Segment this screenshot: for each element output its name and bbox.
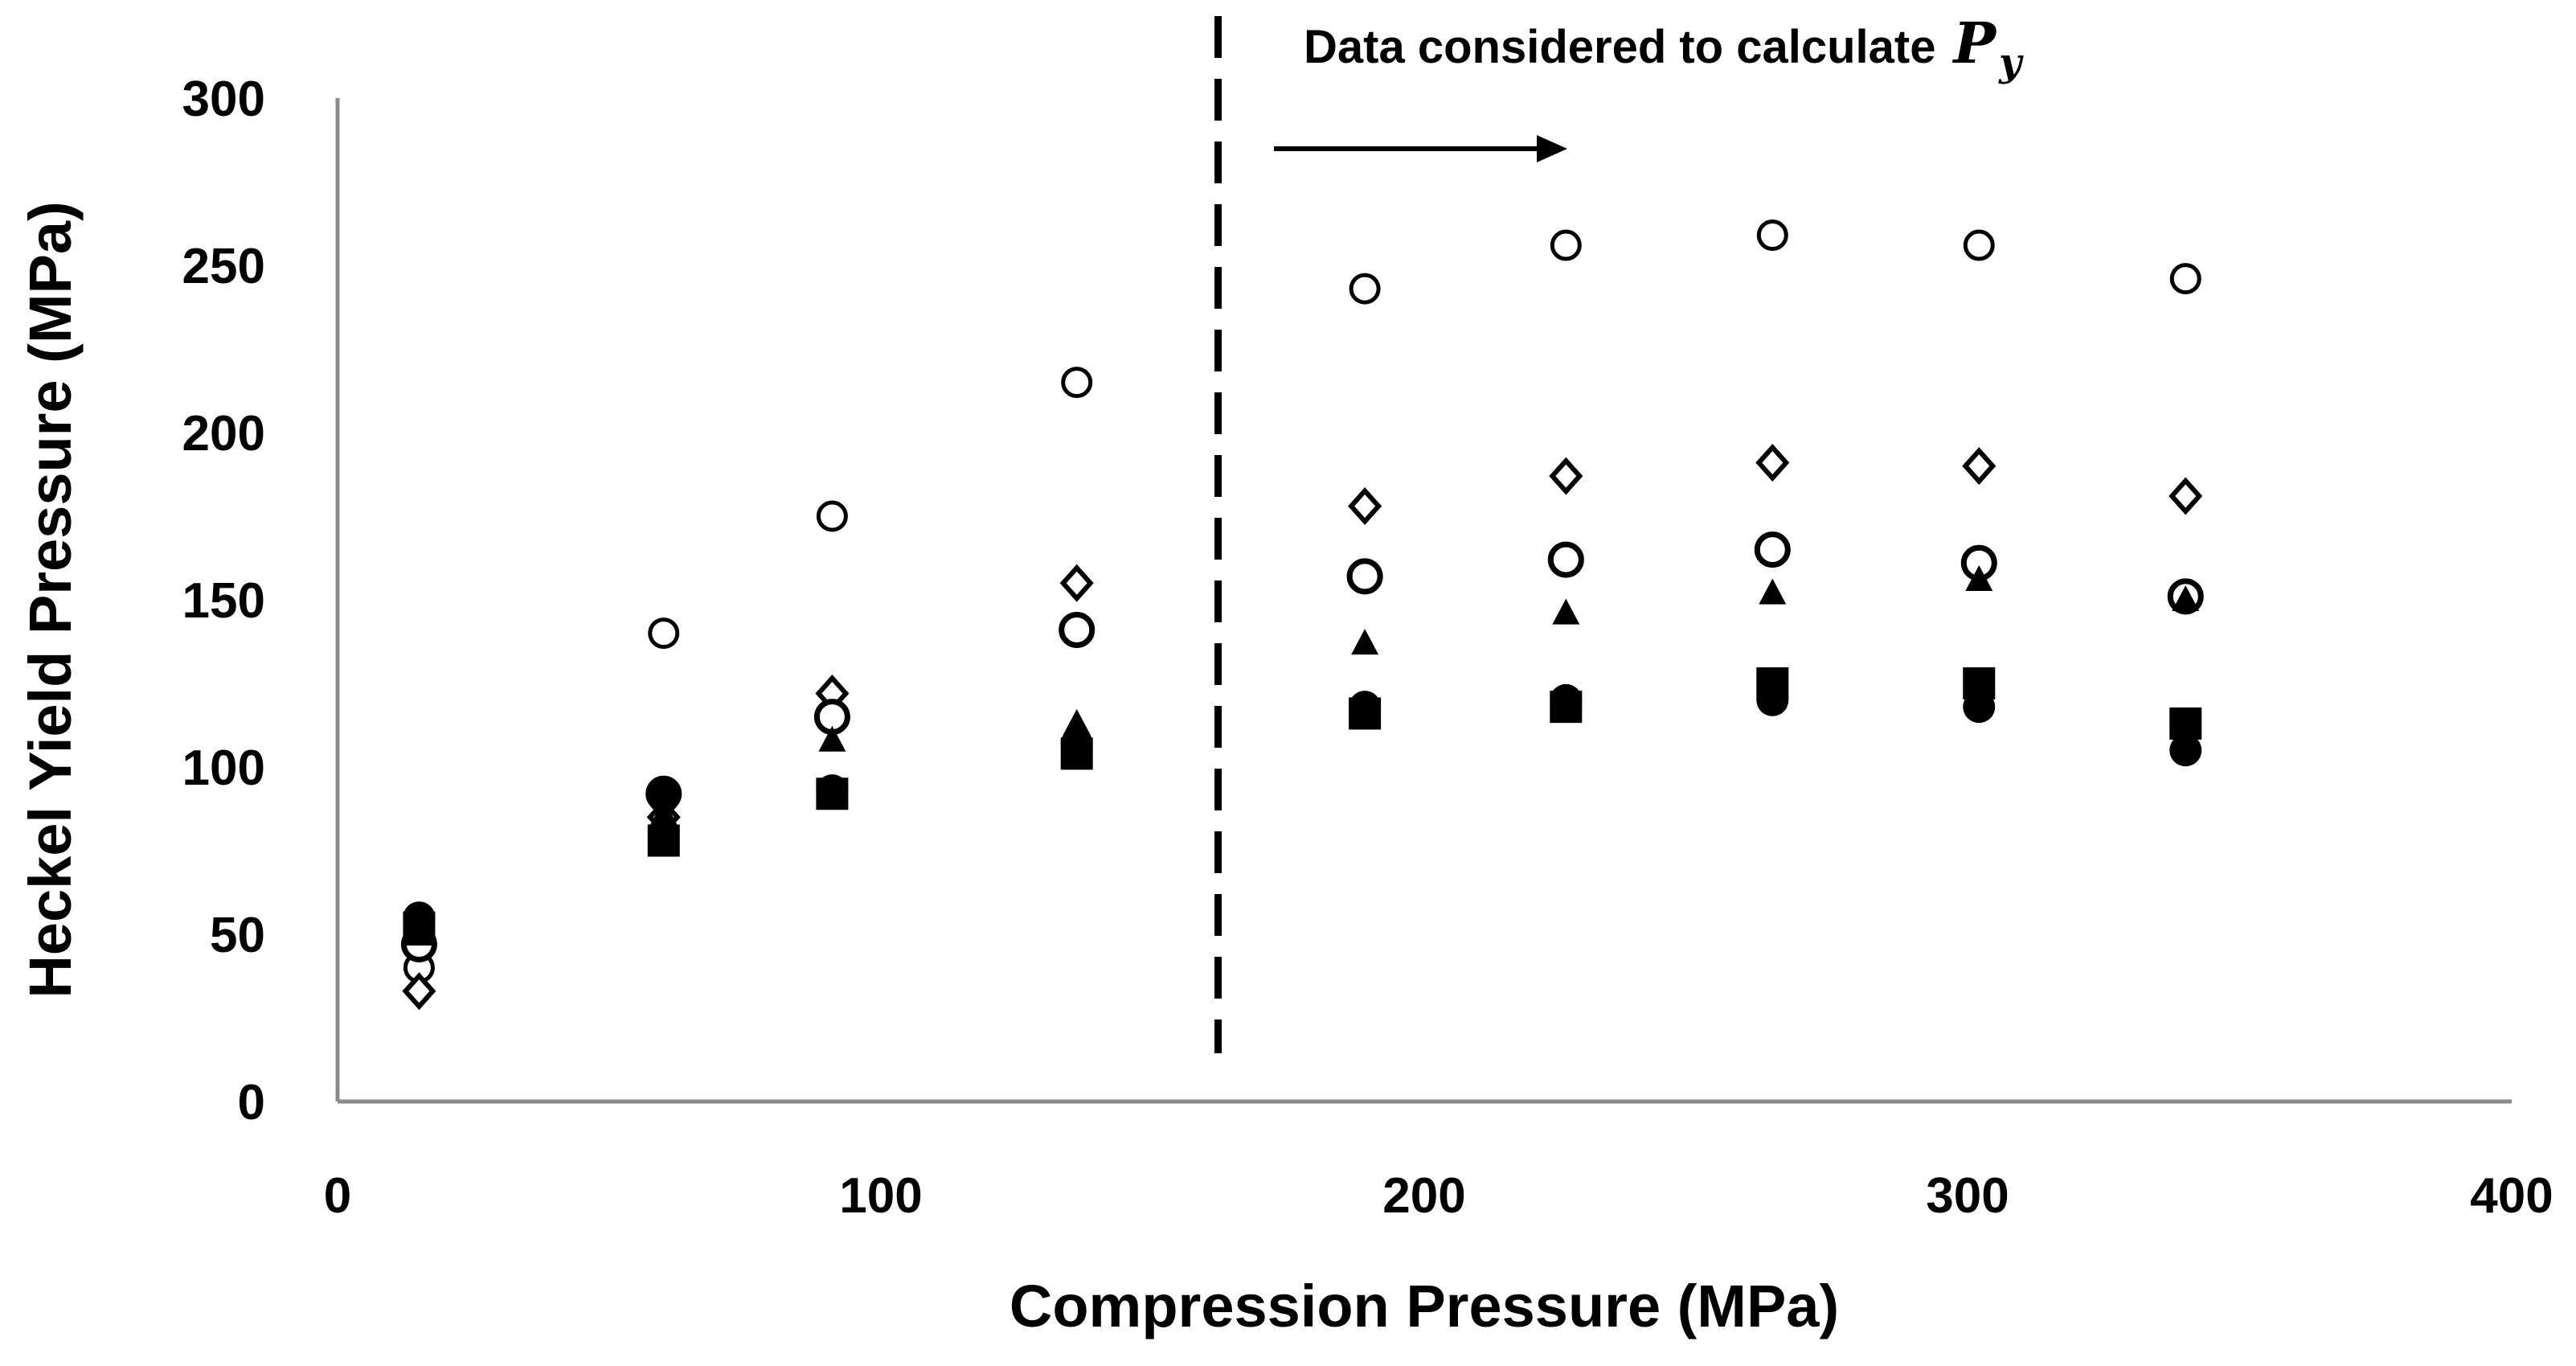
- data-point-open-circle-large: [1963, 229, 1995, 261]
- x-tick-label: 400: [2470, 1168, 2553, 1224]
- data-point-filled-square: [1550, 691, 1583, 724]
- axes: [335, 98, 2512, 1104]
- data-point-open-circle-large: [1349, 273, 1381, 305]
- data-point-filled-triangle: [818, 725, 846, 752]
- y-tick-label: 200: [182, 406, 265, 461]
- data-point-filled-square: [816, 777, 849, 810]
- y-tick-label: 50: [210, 908, 265, 963]
- data-points: [400, 219, 2204, 1011]
- x-tick-label: 300: [1926, 1168, 2009, 1224]
- annotation: Data considered to calculate P y: [1274, 10, 2024, 162]
- data-point-filled-triangle: [1552, 598, 1580, 625]
- series-open-circle-bold: [400, 531, 2204, 962]
- data-point-filled-triangle: [1965, 565, 1993, 592]
- data-point-open-diamond: [1549, 457, 1583, 495]
- annotation-arrow-head: [1537, 135, 1567, 162]
- data-point-filled-triangle: [1063, 708, 1091, 735]
- data-point-open-circle-large: [648, 617, 680, 650]
- y-tick-label: 250: [182, 239, 265, 294]
- data-point-open-circle-large: [1061, 367, 1093, 399]
- data-point-filled-square: [1349, 697, 1382, 730]
- data-point-open-circle-large: [1550, 229, 1582, 261]
- data-point-open-circle-bold: [1346, 558, 1383, 595]
- y-tick-labels: 0 50 100 150 200 250 300: [182, 72, 265, 1130]
- data-point-filled-square: [2169, 707, 2202, 740]
- data-point-open-circle-bold: [1754, 531, 1791, 568]
- data-point-open-circle-large: [1756, 219, 1788, 252]
- y-tick-label: 300: [182, 72, 265, 127]
- data-point-open-diamond: [1755, 443, 1790, 482]
- annotation-label: Data considered to calculate: [1304, 21, 1935, 73]
- y-tick-label: 0: [238, 1075, 265, 1130]
- data-point-open-circle-bold: [1059, 611, 1096, 648]
- annotation-symbol: P: [1951, 10, 1997, 76]
- data-point-open-circle-large: [2169, 263, 2201, 295]
- y-tick-label: 100: [182, 740, 265, 796]
- series-filled-square: [403, 667, 2202, 944]
- annotation-subscript: y: [1998, 40, 2024, 85]
- series-open-circle-large: [403, 219, 2201, 984]
- series-open-diamond: [402, 443, 2203, 1011]
- data-point-filled-square: [647, 824, 680, 857]
- series-filled-circle: [403, 683, 2202, 934]
- x-tick-label: 0: [324, 1168, 351, 1224]
- x-axis-title: Compression Pressure (MPa): [1010, 1273, 1839, 1339]
- data-point-open-diamond: [2169, 477, 2203, 515]
- data-point-filled-square: [403, 911, 436, 944]
- annotation-text: Data considered to calculate P y: [1304, 10, 2024, 85]
- data-point-open-diamond: [1962, 447, 1997, 486]
- x-tick-label: 200: [1382, 1168, 1465, 1224]
- data-point-filled-square: [1963, 667, 1996, 699]
- data-point-open-diamond: [1059, 564, 1094, 602]
- data-point-open-circle-large: [816, 500, 848, 532]
- y-axis-title: Heckel Yield Pressure (MPa): [17, 201, 84, 998]
- data-point-filled-triangle: [1351, 629, 1379, 655]
- data-point-filled-circle: [647, 781, 680, 814]
- data-point-filled-square: [1060, 737, 1093, 770]
- x-tick-label: 100: [839, 1168, 922, 1224]
- data-point-filled-triangle: [2172, 585, 2200, 611]
- data-point-filled-square: [1756, 667, 1789, 699]
- data-point-open-diamond: [1348, 487, 1382, 526]
- data-point-open-circle-bold: [1547, 541, 1584, 578]
- y-tick-label: 150: [182, 573, 265, 629]
- data-point-open-diamond: [402, 972, 436, 1011]
- data-point-filled-triangle: [1759, 578, 1787, 605]
- x-tick-labels: 0 100 200 300 400: [324, 1168, 2553, 1224]
- data-point-filled-circle: [2169, 734, 2202, 767]
